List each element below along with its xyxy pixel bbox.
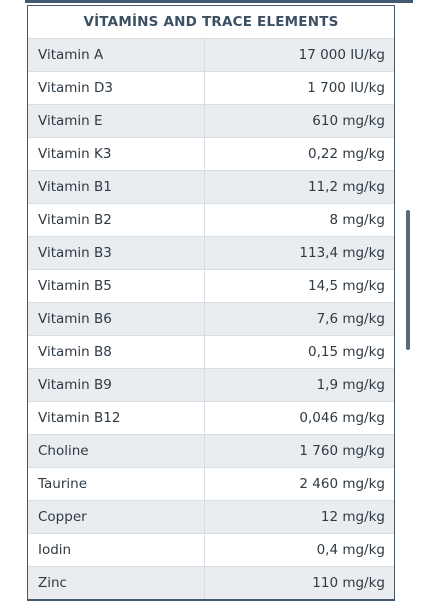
nutrient-value: 17 000 IU/kg xyxy=(298,47,385,63)
nutrient-name: Vitamin B12 xyxy=(28,402,205,434)
nutrient-name: Vitamin B2 xyxy=(28,204,205,236)
table-row: Zinc 110 mg/kg xyxy=(28,566,394,599)
table-row: Vitamin A 17 000 IU/kg xyxy=(28,38,394,71)
nutrient-value: 14,5 mg/kg xyxy=(307,278,385,294)
nutrient-value: 610 mg/kg xyxy=(312,113,385,129)
nutrient-value: 1 700 IU/kg xyxy=(307,80,385,96)
nutrient-value: 7,6 mg/kg xyxy=(316,311,385,327)
table-row: Choline 1 760 mg/kg xyxy=(28,434,394,467)
nutrient-value: 2 460 mg/kg xyxy=(299,476,385,492)
nutrient-value: 12 mg/kg xyxy=(320,509,385,525)
table-row: Vitamin B1 11,2 mg/kg xyxy=(28,170,394,203)
nutrient-name: Vitamin E xyxy=(28,105,205,137)
table-row: Vitamin K3 0,22 mg/kg xyxy=(28,137,394,170)
table-row: Vitamin B2 8 mg/kg xyxy=(28,203,394,236)
table-row: Iodin 0,4 mg/kg xyxy=(28,533,394,566)
nutrient-value: 1,9 mg/kg xyxy=(316,377,385,393)
table-row: Vitamin D3 1 700 IU/kg xyxy=(28,71,394,104)
table-row: Vitamin B3 113,4 mg/kg xyxy=(28,236,394,269)
vitamins-table: VİTAMİNS AND TRACE ELEMENTS Vitamin A 17… xyxy=(27,5,395,601)
nutrient-name: Copper xyxy=(28,501,205,533)
nutrient-value: 0,046 mg/kg xyxy=(299,410,385,426)
nutrient-name: Vitamin B8 xyxy=(28,336,205,368)
table-row: Vitamin E 610 mg/kg xyxy=(28,104,394,137)
nutrient-value: 0,22 mg/kg xyxy=(307,146,385,162)
nutrient-name: Vitamin B1 xyxy=(28,171,205,203)
nutrient-name: Zinc xyxy=(28,567,205,599)
nutrient-name: Vitamin D3 xyxy=(28,72,205,104)
nutrient-name: Vitamin B6 xyxy=(28,303,205,335)
table-row: Vitamin B6 7,6 mg/kg xyxy=(28,302,394,335)
table-body: Vitamin A 17 000 IU/kg Vitamin D3 1 700 … xyxy=(28,38,394,599)
nutrient-name: Choline xyxy=(28,435,205,467)
vertical-scrollbar[interactable] xyxy=(406,210,410,350)
nutrient-name: Vitamin A xyxy=(28,39,205,71)
table-row: Taurine 2 460 mg/kg xyxy=(28,467,394,500)
nutrient-value: 8 mg/kg xyxy=(329,212,385,228)
nutrient-value: 0,4 mg/kg xyxy=(316,542,385,558)
table-row: Vitamin B12 0,046 mg/kg xyxy=(28,401,394,434)
table-title: VİTAMİNS AND TRACE ELEMENTS xyxy=(28,6,394,38)
nutrient-name: Vitamin B9 xyxy=(28,369,205,401)
nutrient-value: 110 mg/kg xyxy=(312,575,385,591)
table-row: Vitamin B5 14,5 mg/kg xyxy=(28,269,394,302)
table-row: Vitamin B9 1,9 mg/kg xyxy=(28,368,394,401)
nutrient-name: Vitamin B5 xyxy=(28,270,205,302)
nutrient-name: Taurine xyxy=(28,468,205,500)
nutrient-value: 113,4 mg/kg xyxy=(299,245,385,261)
nutrient-name: Vitamin B3 xyxy=(28,237,205,269)
table-row: Copper 12 mg/kg xyxy=(28,500,394,533)
nutrient-value: 1 760 mg/kg xyxy=(299,443,385,459)
nutrient-name: Vitamin K3 xyxy=(28,138,205,170)
top-divider xyxy=(25,0,413,3)
nutrient-value: 0,15 mg/kg xyxy=(307,344,385,360)
table-row: Vitamin B8 0,15 mg/kg xyxy=(28,335,394,368)
nutrient-name: Iodin xyxy=(28,534,205,566)
nutrient-value: 11,2 mg/kg xyxy=(307,179,385,195)
